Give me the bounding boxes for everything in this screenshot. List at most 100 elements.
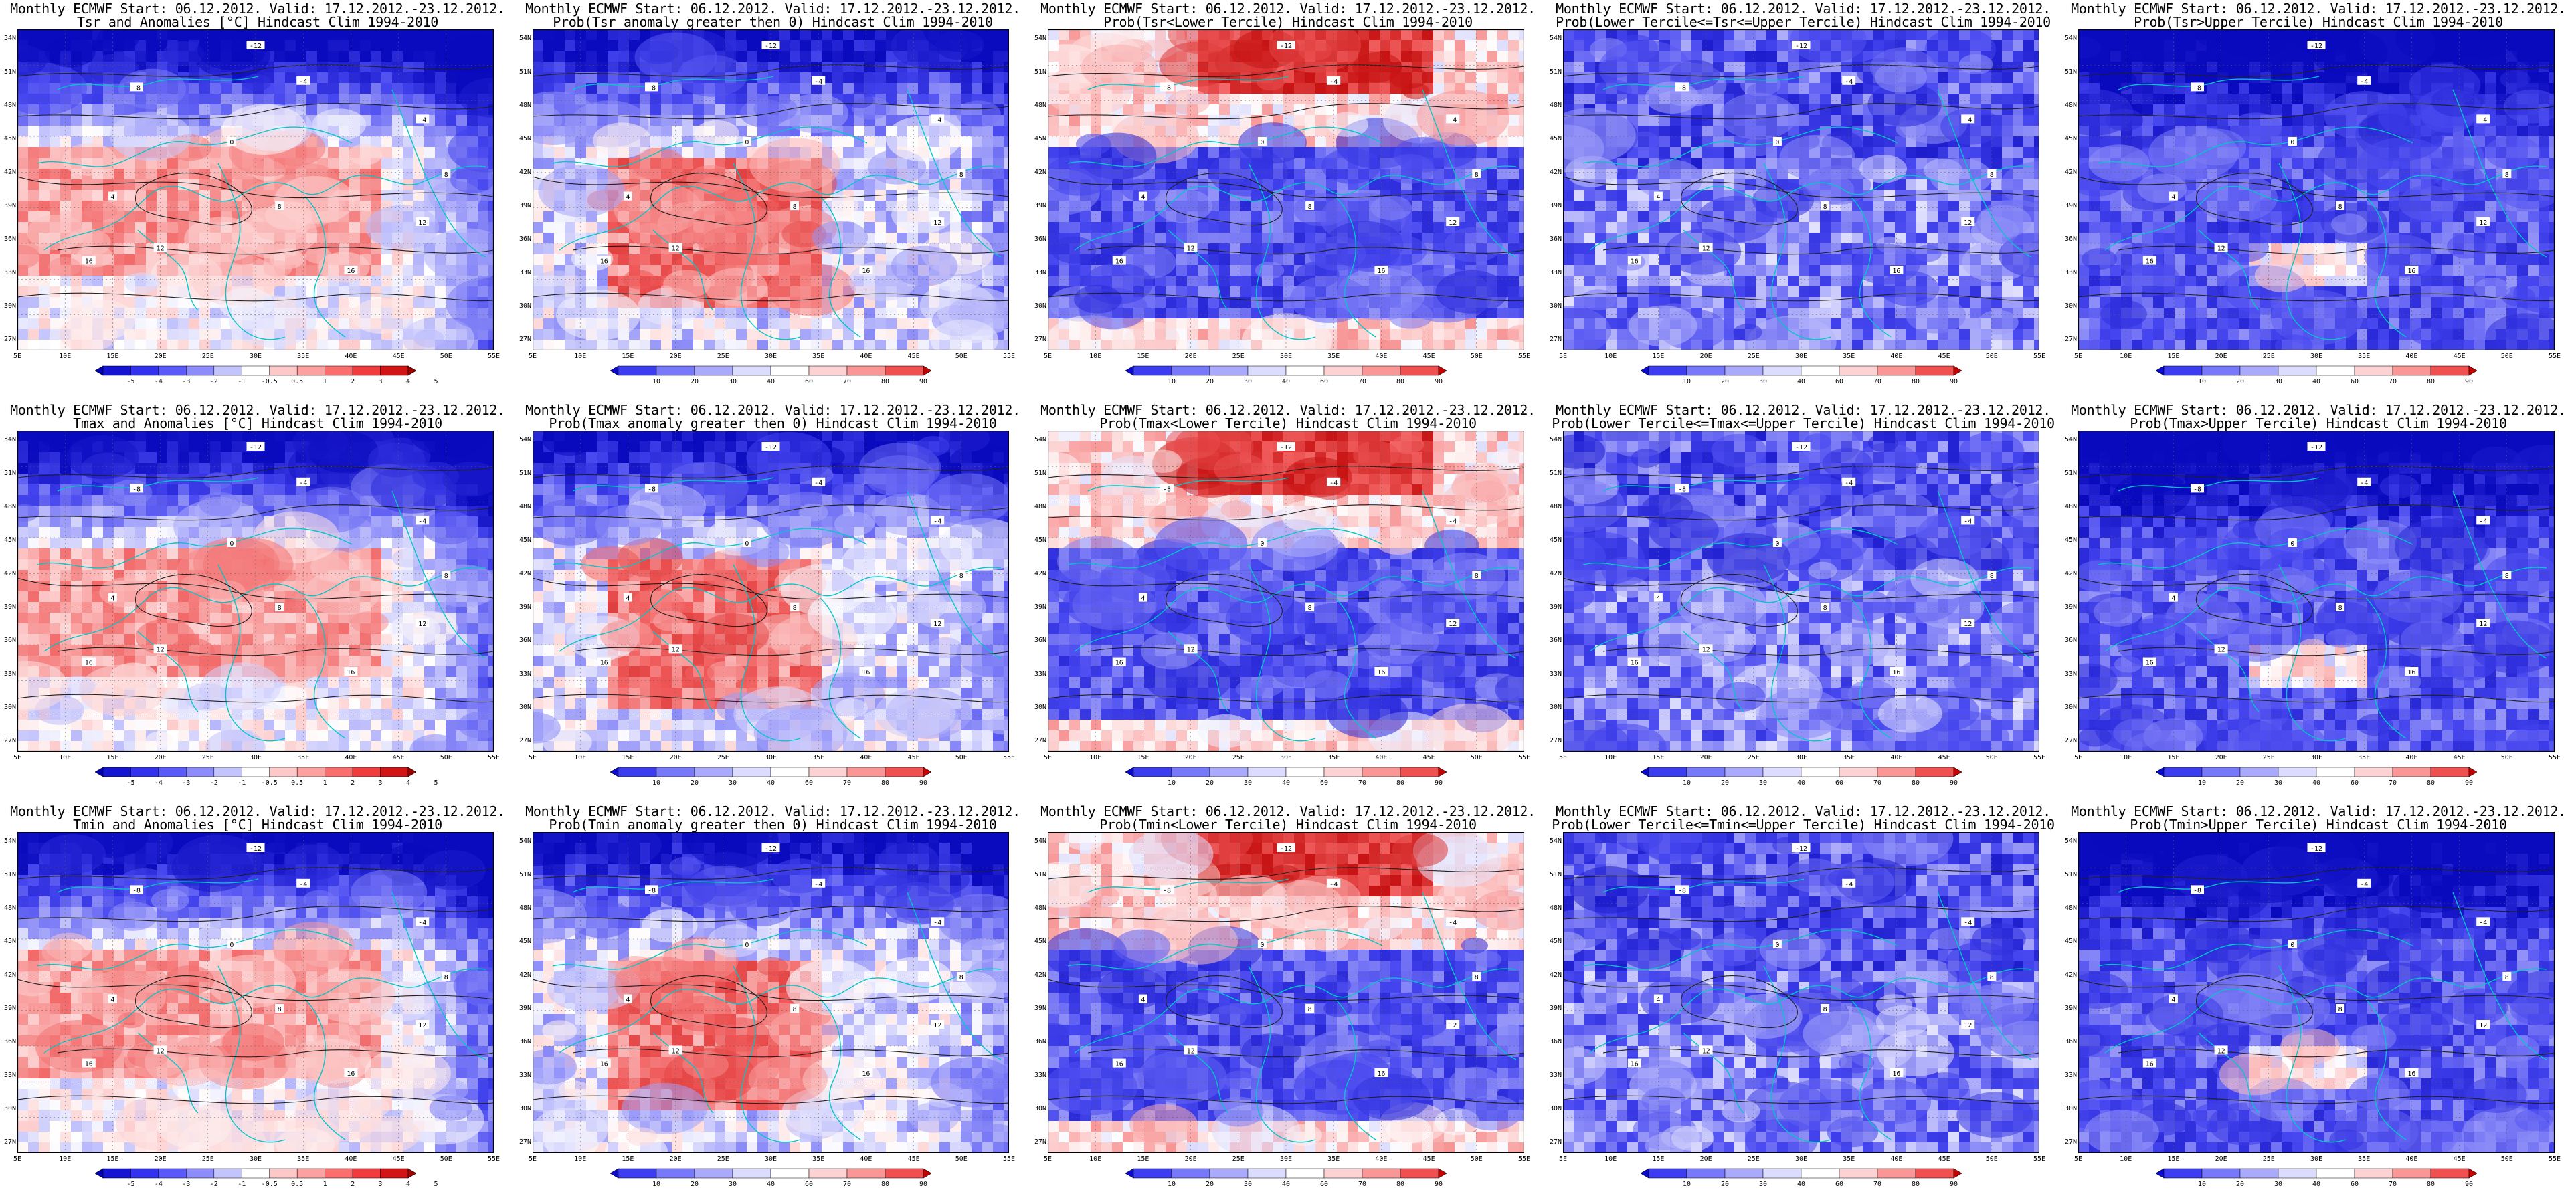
contour-label-box: [130, 484, 143, 493]
coastline: [1335, 196, 1376, 338]
latitude-label: 51N: [1546, 872, 1562, 878]
field-blob: [832, 482, 871, 506]
colorbar-tick-label: 3: [379, 1181, 383, 1188]
field-blob: [1805, 165, 1871, 205]
latitude-label: 45N: [1546, 938, 1562, 945]
colorbar-segment: [1915, 365, 1954, 376]
map-panel-3: Monthly ECMWF Start: 06.12.2012. Valid: …: [1030, 0, 1546, 401]
contour-label: 8: [1990, 171, 1994, 179]
longitude-label: 55E: [2549, 353, 2561, 360]
longitude-label: 50E: [440, 353, 452, 360]
field-blob: [1310, 476, 1351, 500]
contour-label: 8: [444, 171, 448, 179]
latitude-label: 54N: [0, 437, 16, 443]
contour-label: -4: [1845, 480, 1853, 487]
field-blob: [878, 842, 939, 880]
colorbar-tick-label: 3: [379, 379, 383, 385]
longitude-label: 15E: [2167, 353, 2179, 360]
colorbar-tick-label: -4: [155, 780, 163, 787]
contour-label-box: [1305, 1004, 1315, 1013]
map-frame: [533, 431, 1009, 752]
longitude-label: 15E: [1137, 755, 1149, 761]
map-frame: [1563, 832, 2039, 1153]
latitude-label: 42N: [515, 972, 531, 979]
contour-label: 4: [626, 595, 630, 603]
colorbar-tick-label: -1: [238, 780, 246, 787]
contour-label: -12: [2310, 43, 2322, 50]
colorbar-tick-label: 90: [1950, 1181, 1958, 1188]
coastline: [820, 196, 861, 338]
contour-label-box: [623, 191, 632, 201]
longitude-label: 10E: [1089, 353, 1101, 360]
latitude-label: 48N: [1546, 905, 1562, 912]
coastline: [1422, 892, 1517, 1060]
colorbar-tick-label: 30: [729, 780, 737, 787]
colorbar-segment: [656, 767, 695, 777]
panel-title: Prob(Tmax anomaly greater then 0) Hindca…: [515, 416, 1030, 431]
colorbar-tick-label: 5: [434, 780, 438, 787]
latitude-label: 39N: [2061, 203, 2077, 209]
longitude-label: 25E: [1748, 755, 1760, 761]
field-blob: [669, 856, 701, 876]
colorbar-arrow-high: [1438, 365, 1447, 376]
isotherm-contour: [17, 1095, 494, 1104]
latitude-label: 48N: [0, 102, 16, 109]
contour-label: 8: [1475, 171, 1479, 179]
latitude-label: 39N: [0, 604, 16, 611]
colorbar-tick-label: 30: [1244, 1181, 1252, 1188]
latitude-label: 33N: [2061, 671, 2077, 678]
field-blob: [2435, 164, 2485, 194]
field-blob: [2124, 732, 2183, 752]
longitude-label: 30E: [250, 1156, 262, 1163]
longitude-label: 40E: [2405, 755, 2417, 761]
field-blob: [533, 270, 583, 301]
field-blob: [1364, 916, 1403, 940]
colorbar-segment: [1171, 1168, 1210, 1179]
contour-label-box: [957, 169, 966, 178]
colorbar-segment: [380, 1168, 409, 1179]
field-blob: [1878, 694, 1942, 733]
coastline: [572, 477, 774, 492]
contour-label-box: [1842, 76, 1856, 85]
field-blob: [1435, 270, 1508, 314]
isotherm-contour: [1563, 577, 2039, 600]
isotherm-contour: [17, 103, 494, 120]
isotherm-contour: [1563, 1095, 2039, 1104]
contour-label: -12: [1795, 43, 1807, 50]
latitude-label: 54N: [2061, 35, 2077, 42]
colorbar-segment: [213, 767, 242, 777]
coastline: [1067, 528, 1383, 569]
latitude-label: 42N: [515, 571, 531, 577]
field-blob: [1823, 533, 1867, 560]
coastline: [552, 528, 868, 569]
contour-label-box: [1699, 644, 1713, 654]
longitude-label: 30E: [2310, 353, 2322, 360]
colorbar-tick-label: 30: [2274, 379, 2282, 385]
contour-label: 0: [1775, 540, 1779, 548]
colorbar-tick-label: -4: [155, 1181, 163, 1188]
contour-label: 0: [745, 942, 749, 949]
field-blob: [1255, 262, 1285, 280]
colorbar-segment: [1362, 365, 1401, 376]
coastline: [552, 929, 868, 970]
latitude-label: 27N: [1030, 336, 1046, 343]
latitude-label: 39N: [1546, 1005, 1562, 1012]
colorbar-arrow-low: [1125, 767, 1134, 777]
longitude-label: 45E: [908, 353, 920, 360]
field-blob: [1097, 967, 1168, 1009]
isotherm-contour: [1563, 103, 2039, 120]
longitude-label: 5E: [529, 353, 537, 360]
field-blob: [1563, 468, 1619, 504]
field-blob: [1168, 89, 1210, 115]
latitude-label: 51N: [2061, 69, 2077, 76]
contour-label-box: [2191, 82, 2204, 92]
field-blob: [365, 205, 440, 249]
colorbar-segment: [1724, 365, 1764, 376]
longitude-label: 25E: [2263, 1156, 2275, 1163]
field-blob: [367, 443, 426, 478]
field-blob: [1580, 978, 1627, 1007]
field-blob: [685, 832, 779, 868]
field-blob: [2394, 518, 2488, 575]
colorbar-tick-label: 10: [1683, 1181, 1691, 1188]
isotherm-contour: [2078, 906, 2555, 922]
